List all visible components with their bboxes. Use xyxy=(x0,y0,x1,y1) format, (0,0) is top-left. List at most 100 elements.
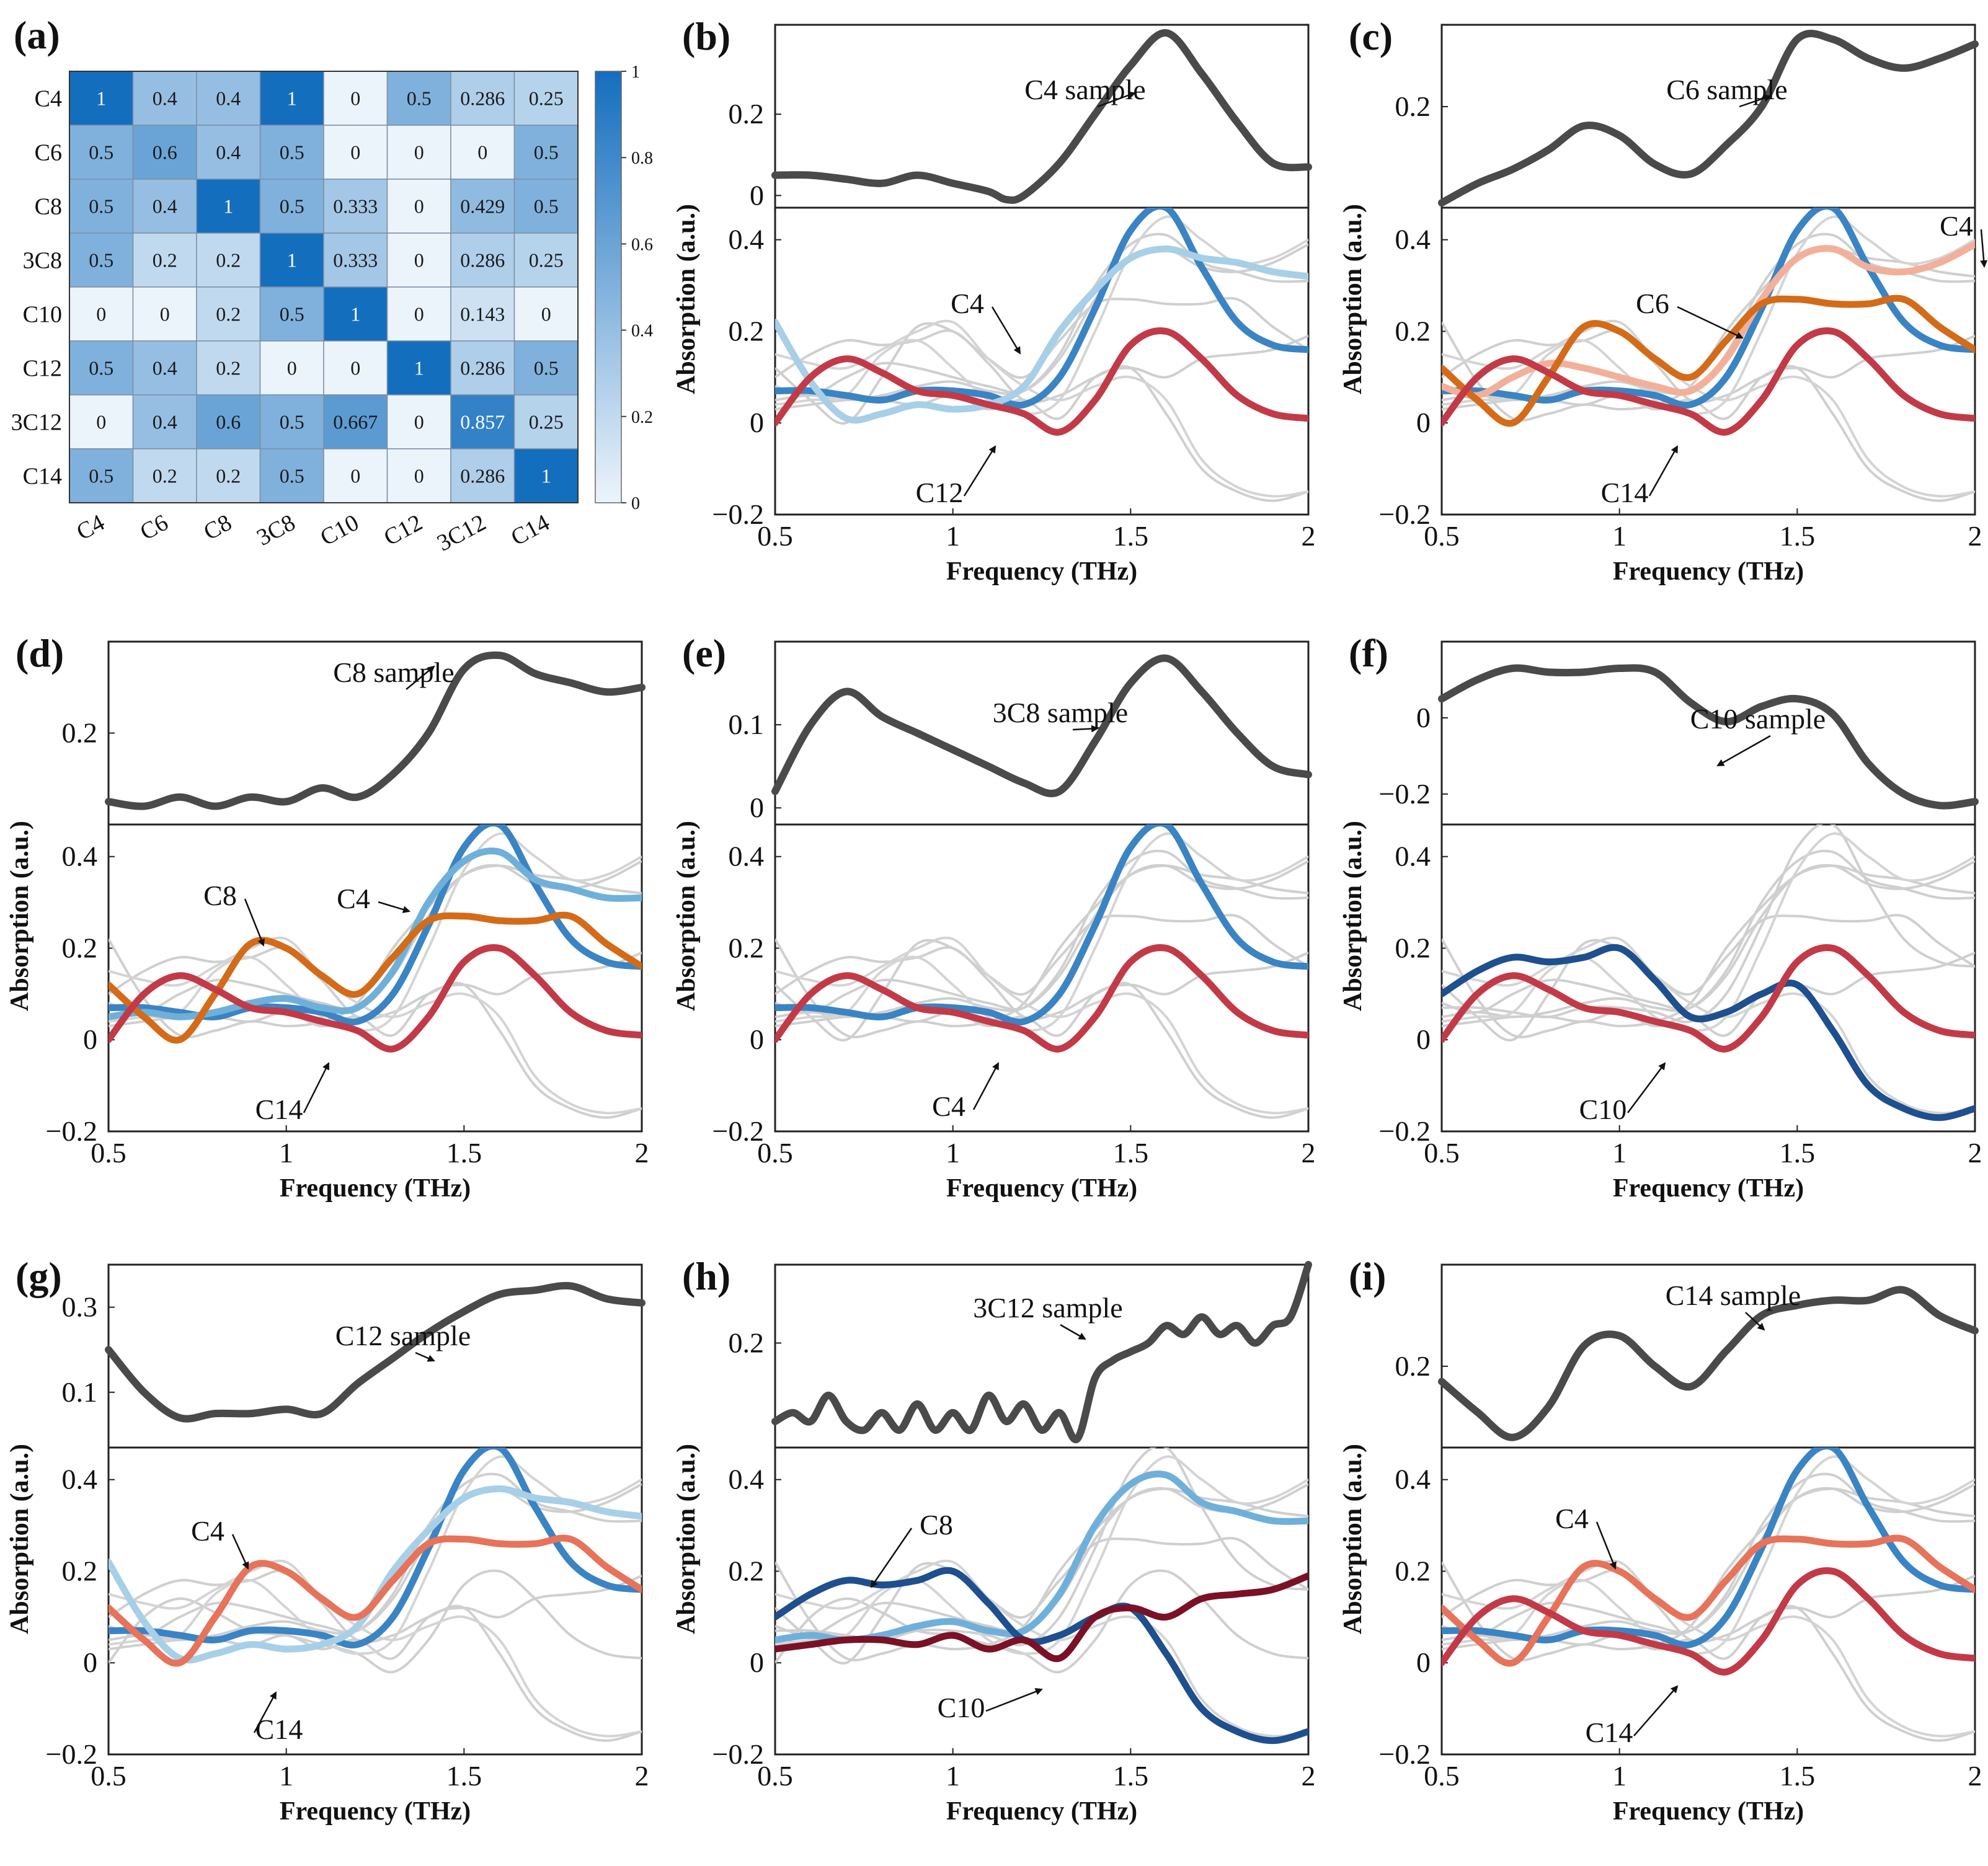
heatmap-row-label: 3C8 xyxy=(23,248,62,274)
heatmap-cell xyxy=(132,125,197,180)
y-tick-label: 0.2 xyxy=(729,1555,765,1586)
heatmap-cell-value: 0.2 xyxy=(216,303,241,325)
colorbar-tick-label: 0.6 xyxy=(631,235,653,254)
annotation-arrow xyxy=(972,1062,1000,1110)
sample-arrow xyxy=(406,665,435,690)
spectra-lines xyxy=(1442,825,1975,1121)
x-tick-label: 1.5 xyxy=(1113,520,1149,552)
curve-annotation: C14 xyxy=(1601,477,1649,508)
highlight-curve-c4 xyxy=(775,825,1308,1026)
heatmap-row-label: 3C12 xyxy=(11,410,62,436)
heatmap-cell-value: 1 xyxy=(96,87,106,110)
heatmap-cell-value: 0.4 xyxy=(153,87,177,110)
x-tick-label: 1 xyxy=(279,1137,293,1169)
y-tick-label: 0.4 xyxy=(1395,841,1431,872)
heatmap-cell-value: 0 xyxy=(350,465,360,487)
y-axis-label: Absorption (a.u.) xyxy=(1339,204,1367,394)
heatmap-cell xyxy=(386,286,451,342)
heatmap-cell-value: 0.5 xyxy=(280,465,304,487)
y-tick-label: 0 xyxy=(1416,407,1431,438)
curve-annotation: C10 xyxy=(1579,1094,1627,1125)
heatmap-cell xyxy=(259,286,324,342)
reference-curve-gray xyxy=(1442,914,1975,1042)
panel-letter: (e) xyxy=(682,631,726,675)
x-axis-label: Frequency (THz) xyxy=(946,557,1137,586)
heatmap-cell-value: 0.2 xyxy=(153,465,177,487)
y-tick-label: 0.4 xyxy=(729,224,765,255)
heatmap-cell-value: 0.25 xyxy=(529,87,564,110)
heatmap-cell-value: 1 xyxy=(541,465,551,487)
curve-annotation: C12 xyxy=(916,477,964,508)
curve-annotation: C8 xyxy=(203,880,237,911)
reference-curve-gray xyxy=(775,1537,1308,1665)
line-panel: (b) 0 0.2 C4 sample −0.2 0 0.2 0.4 0.5 1 1.5 2 Frequ… xyxy=(672,14,1316,586)
x-axis-label: Frequency (THz) xyxy=(280,1797,471,1826)
sample-label: C4 sample xyxy=(1024,74,1145,105)
y-axis-label: Absorption (a.u.) xyxy=(1339,1444,1367,1634)
x-tick-label: 2 xyxy=(635,1137,649,1169)
heatmap-cell xyxy=(450,125,515,180)
heatmap-row-label: C10 xyxy=(23,302,62,328)
highlight-curve-c14 xyxy=(109,1534,642,1667)
top-y-tick-label: 0.2 xyxy=(729,1327,765,1358)
heatmap-cell xyxy=(513,448,579,503)
heatmap-cell xyxy=(450,340,515,396)
heatmap-cell-value: 1 xyxy=(287,249,297,272)
heatmap-cell-value: 0.4 xyxy=(153,195,177,218)
x-tick-label: 0.5 xyxy=(91,1137,126,1169)
sample-label: C8 sample xyxy=(333,657,454,688)
colorbar-tick-label: 1 xyxy=(631,63,640,82)
x-tick-label: 0.5 xyxy=(757,1760,793,1792)
heatmap-cell-value: 1 xyxy=(414,357,424,379)
annotation-arrow xyxy=(253,1691,277,1733)
spectra-lines xyxy=(775,208,1308,502)
heatmap-row-label: C12 xyxy=(23,356,62,382)
heatmap-cell-value: 0.5 xyxy=(534,141,559,164)
reference-curve-gray xyxy=(1442,952,1975,1037)
heatmap-cell xyxy=(450,71,515,126)
colorbar-tick-label: 0.2 xyxy=(631,408,653,427)
curve-annotation: C10 xyxy=(938,1692,985,1723)
heatmap-cell xyxy=(132,394,197,449)
highlight-curve-c4 xyxy=(109,1448,642,1649)
heatmap-cell-value: 0.286 xyxy=(460,465,505,487)
top-axes-frame xyxy=(774,1263,1310,1449)
heatmap-cell xyxy=(513,394,579,449)
heatmap-row-labels: C4 C6 C8 3C8 C10 C12 3C12 C14 xyxy=(11,86,62,490)
y-tick-label: 0 xyxy=(750,1024,764,1055)
highlight-curve-3c8 xyxy=(1442,327,1975,436)
highlight-curve-3c8 xyxy=(109,944,642,1053)
heatmap-cell-value: 0.4 xyxy=(153,357,177,379)
top-y-tick-label: 0.2 xyxy=(729,98,765,130)
y-tick-label: −0.2 xyxy=(712,1738,764,1770)
spectra-lines xyxy=(109,825,642,1119)
curve-annotation: C14 xyxy=(255,1094,303,1125)
heatmap-cell-value: 0.5 xyxy=(280,141,304,164)
heatmap-cell xyxy=(196,394,261,449)
reference-curve-gray xyxy=(775,1455,1308,1655)
curve-annotation: C4 xyxy=(951,288,984,319)
reference-curve-gray xyxy=(775,1559,1308,1738)
heatmap-cell xyxy=(132,179,197,234)
x-tick-label: 2 xyxy=(635,1760,649,1792)
heatmap-cell-value: 0 xyxy=(414,249,424,272)
panel-letter: (c) xyxy=(1349,14,1393,58)
heatmap-cell xyxy=(196,286,261,342)
sample-spectrum-line xyxy=(105,651,646,810)
reference-curve-gray xyxy=(1442,936,1975,1115)
x-axis-label: Frequency (THz) xyxy=(1613,557,1804,586)
x-tick-label: 0.5 xyxy=(1424,1760,1460,1792)
colorbar-tick-label: 0.8 xyxy=(631,149,653,168)
x-tick-label: 0.5 xyxy=(757,1137,793,1169)
heatmap-cell-value: 1 xyxy=(287,87,297,110)
reference-curve-gray xyxy=(1442,849,1975,1019)
sample-arrow xyxy=(1072,725,1099,733)
x-tick-label: 1.5 xyxy=(1780,1137,1816,1169)
y-tick-label: −0.2 xyxy=(46,1115,97,1147)
heatmap-cell xyxy=(196,340,261,396)
y-tick-label: 0 xyxy=(1416,1647,1431,1678)
x-tick-label: 2 xyxy=(1302,520,1316,552)
annotation-arrow xyxy=(231,1534,249,1570)
heatmap-cell-value: 0.5 xyxy=(534,195,559,218)
y-axis-label: Absorption (a.u.) xyxy=(6,821,34,1011)
